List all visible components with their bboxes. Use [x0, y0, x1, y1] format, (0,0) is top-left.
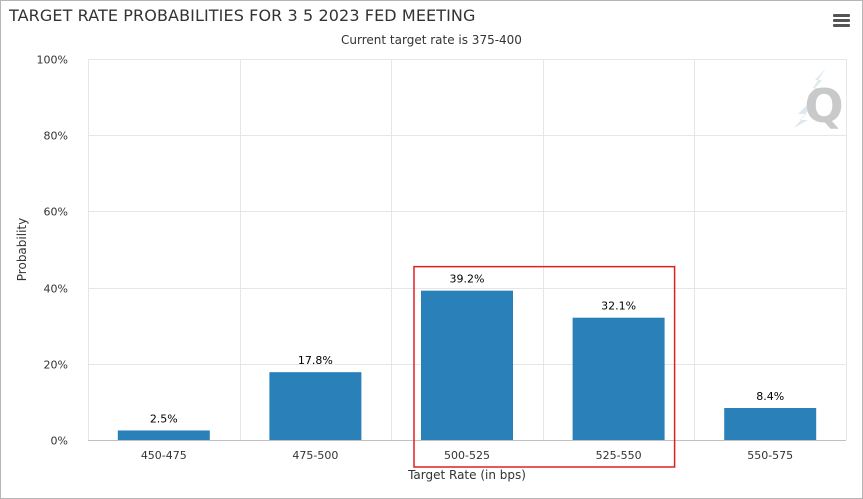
hamburger-menu-icon[interactable]	[833, 14, 850, 28]
quikstrike-logo-icon: Q	[794, 68, 844, 133]
highlight-box	[413, 265, 676, 468]
bars	[117, 290, 817, 440]
bar	[724, 407, 817, 440]
data-label: 32.1%	[601, 300, 636, 313]
y-axis-label: Probability	[15, 218, 29, 281]
x-tick-label: 500-525	[444, 449, 490, 462]
bar	[117, 430, 210, 440]
svg-text:Q: Q	[804, 79, 843, 133]
x-tick-label: 475-500	[292, 449, 338, 462]
data-label: 8.4%	[756, 390, 784, 403]
x-tick-label: 450-475	[141, 449, 187, 462]
y-tick-label: 20%	[44, 359, 68, 372]
data-label: 39.2%	[450, 273, 485, 286]
bar	[269, 372, 362, 440]
y-tick-label: 80%	[44, 130, 68, 143]
bar	[572, 317, 665, 440]
chart-subtitle: Current target rate is 375-400	[341, 33, 522, 47]
x-axis-label: Target Rate (in bps)	[407, 468, 526, 482]
y-tick-label: 0%	[51, 435, 68, 448]
y-tick-label: 100%	[37, 54, 68, 67]
y-tick-label: 60%	[44, 206, 68, 219]
y-tick-label: 40%	[44, 283, 68, 296]
data-label: 2.5%	[150, 412, 178, 425]
bar	[421, 290, 513, 440]
x-tick-label: 550-575	[747, 449, 793, 462]
data-label: 17.8%	[298, 354, 333, 367]
x-tick-label: 525-550	[596, 449, 642, 462]
data-labels: 2.5% 17.8% 39.2% 32.1% 8.4%	[150, 273, 784, 426]
chart-title: TARGET RATE PROBABILITIES FOR 3 5 2023 F…	[9, 6, 476, 25]
tick-labels: 0% 20% 40% 60% 80% 100% 450-475 475-500 500-525 5…	[37, 54, 794, 463]
